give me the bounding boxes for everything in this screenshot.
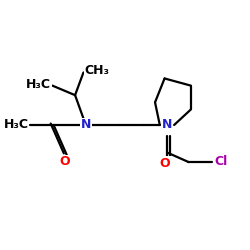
Text: H₃C: H₃C: [26, 78, 51, 92]
Text: N: N: [81, 118, 91, 132]
Text: Cl: Cl: [215, 156, 228, 168]
Text: N: N: [162, 118, 172, 132]
Text: CH₃: CH₃: [84, 64, 110, 77]
Text: O: O: [159, 157, 170, 170]
Text: H₃C: H₃C: [4, 118, 28, 132]
Text: O: O: [60, 156, 70, 168]
